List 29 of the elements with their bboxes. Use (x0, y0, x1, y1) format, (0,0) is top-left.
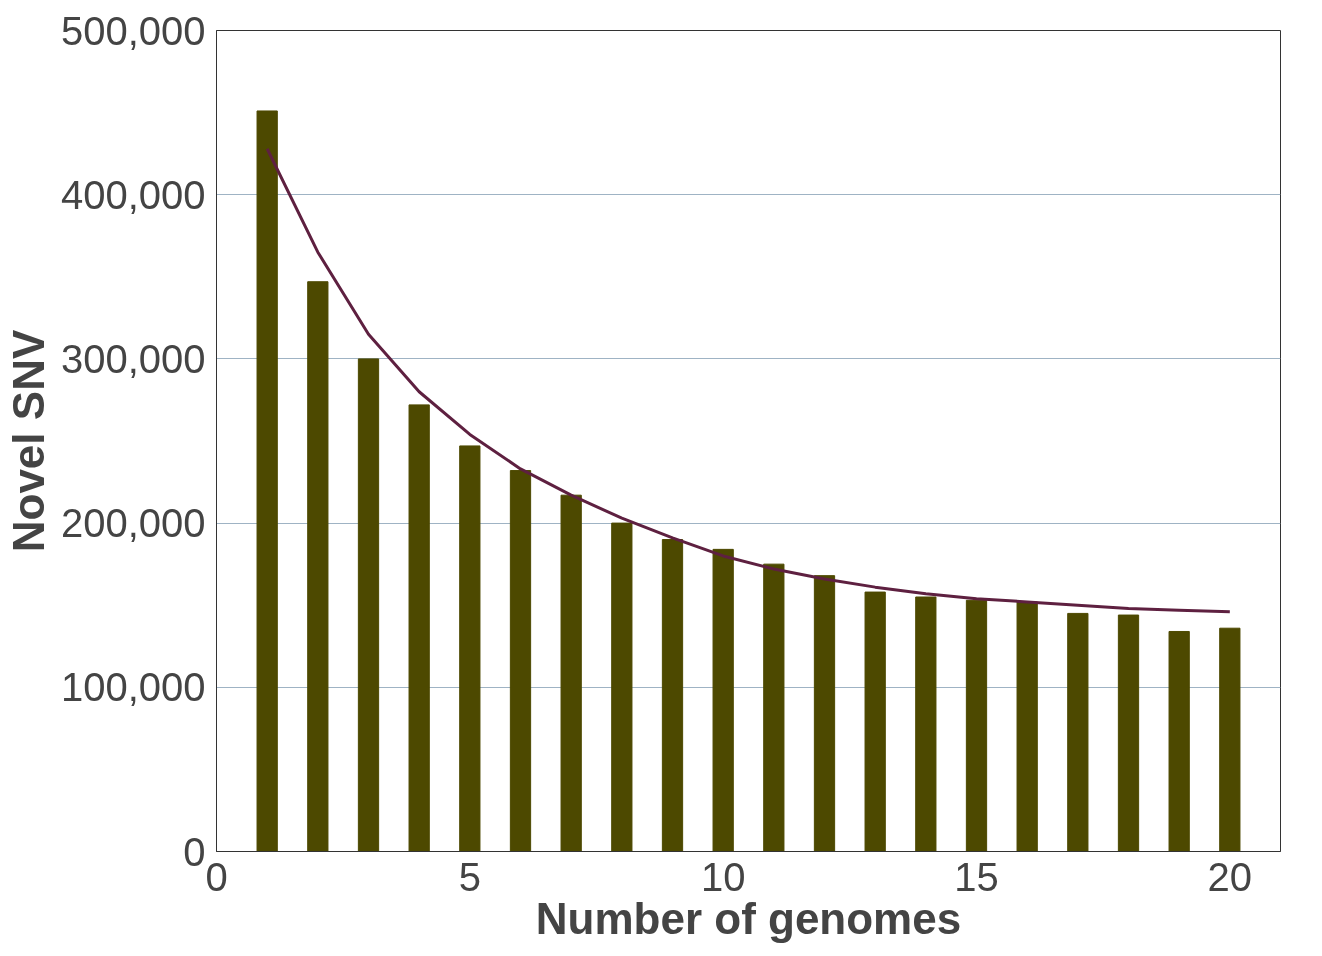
y-tick-label: 100,000 (60, 665, 206, 710)
bar (1168, 630, 1190, 852)
x-tick-label: 5 (458, 854, 481, 899)
bar (661, 539, 684, 852)
line-series (265, 147, 1232, 614)
bar (357, 358, 380, 852)
bar (256, 110, 278, 852)
bar (307, 281, 329, 852)
bar (712, 548, 734, 852)
bar (864, 591, 886, 852)
bar (509, 470, 532, 852)
bar (611, 522, 633, 852)
y-tick-label: 500,000 (60, 8, 206, 53)
bar (763, 563, 785, 852)
bar (408, 404, 430, 852)
bar (1219, 627, 1241, 852)
bar (560, 494, 582, 852)
bar (1117, 614, 1140, 852)
y-tick-label: 400,000 (60, 172, 206, 217)
bar (459, 445, 481, 852)
y-axis-title: Novel SNV (3, 329, 53, 553)
y-tick-label: 300,000 (60, 336, 206, 381)
bar (965, 599, 988, 852)
bar (915, 596, 937, 852)
y-tick-label: 200,000 (60, 501, 206, 546)
x-tick-label: 20 (1207, 854, 1253, 899)
bar (1016, 601, 1038, 852)
bar (813, 575, 836, 852)
bar (1067, 612, 1089, 852)
